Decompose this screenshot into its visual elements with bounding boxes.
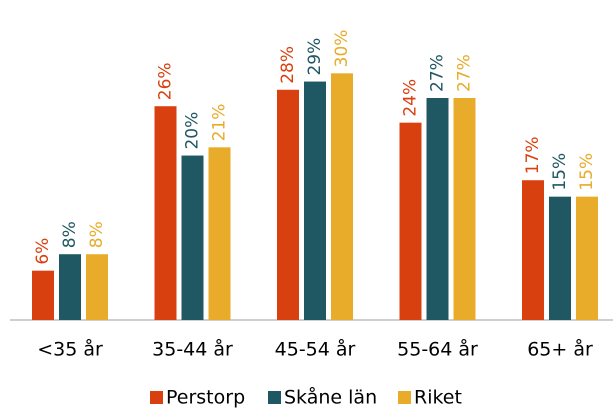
value-label: 8% [60, 221, 80, 248]
bar [277, 89, 299, 321]
value-label: 20% [183, 112, 203, 150]
bar [331, 73, 353, 320]
bar [453, 98, 476, 320]
value-label: 24% [401, 79, 421, 117]
bar [32, 270, 54, 320]
value-label: 27% [455, 54, 475, 92]
bar [86, 254, 108, 320]
bar [154, 106, 177, 320]
bar [208, 147, 231, 320]
bar [576, 196, 598, 320]
x-tick-label: 55-64 år [397, 338, 478, 361]
x-tick-label: 45-54 år [275, 338, 356, 361]
value-label: 21% [210, 104, 230, 142]
bar [181, 155, 204, 320]
legend-swatch [268, 391, 281, 404]
x-tick-label: 35-44 år [152, 338, 233, 361]
bar [304, 81, 326, 320]
bar [549, 196, 571, 320]
legend-label: Riket [414, 387, 462, 409]
legend-label: Perstorp [166, 387, 245, 409]
value-label: 26% [156, 62, 176, 100]
value-label: 28% [278, 46, 298, 84]
x-tick-label: 65+ år [527, 338, 593, 361]
value-label: 15% [577, 153, 597, 191]
bar [426, 98, 449, 320]
value-label: 30% [332, 30, 352, 68]
legend-swatch [398, 391, 411, 404]
value-label: 6% [33, 238, 53, 265]
bar [59, 254, 81, 320]
bar [522, 180, 544, 320]
legend-swatch [150, 391, 163, 404]
value-label: 15% [550, 153, 570, 191]
x-tick-label: <35 år [37, 338, 103, 361]
value-label: 17% [523, 136, 543, 174]
value-label: 29% [305, 38, 325, 76]
value-label: 8% [87, 221, 107, 248]
value-label: 27% [428, 54, 448, 92]
legend-label: Skåne län [284, 386, 377, 409]
bar [399, 122, 422, 321]
